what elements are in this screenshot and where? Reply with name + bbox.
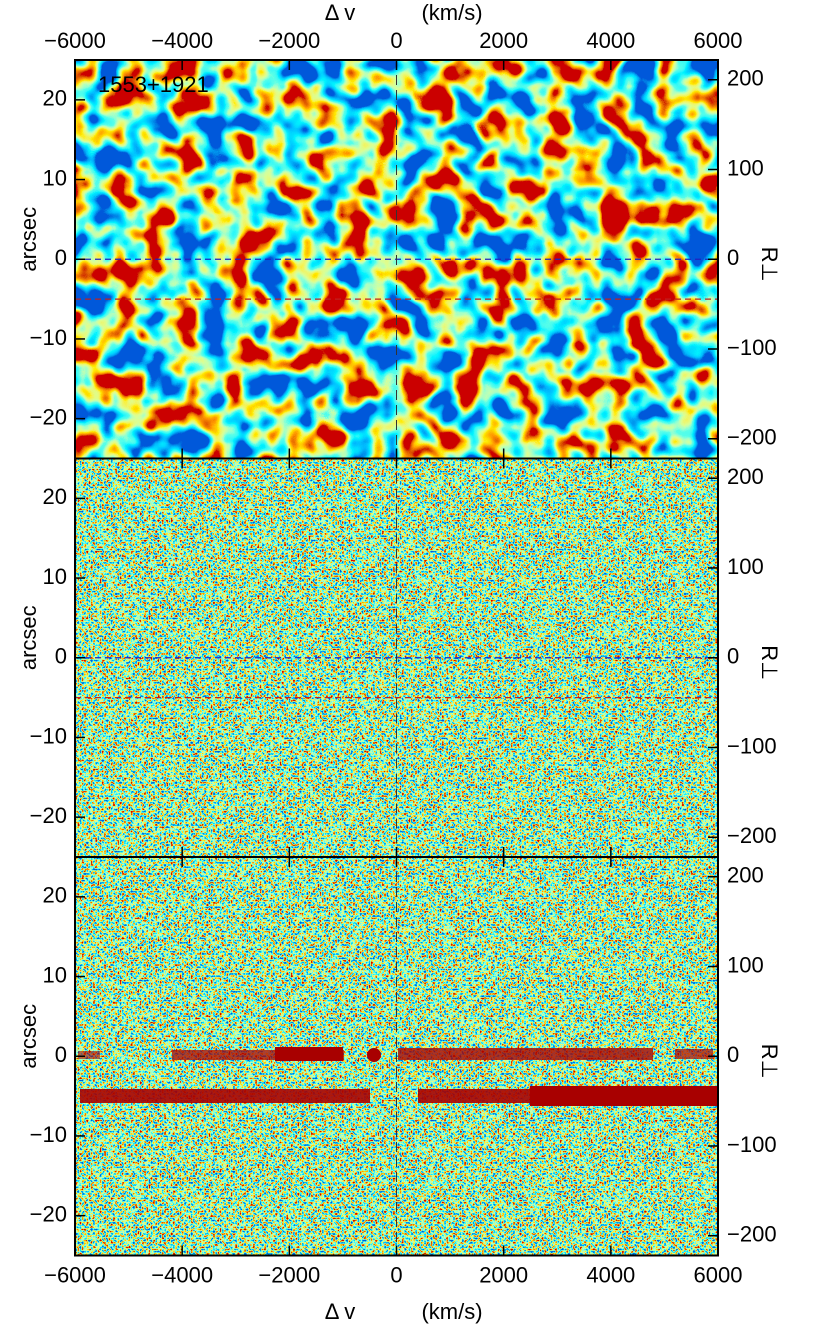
- y2-tick-label: −100: [727, 733, 777, 758]
- annotation: 1553+1921: [98, 72, 209, 97]
- x-tick-label: 2000: [479, 1262, 528, 1287]
- x-tick-label: 6000: [694, 28, 743, 53]
- band: [80, 1089, 370, 1103]
- y-tick-label: 20: [43, 484, 67, 509]
- y2-tick-label: 200: [727, 66, 764, 91]
- y-tick-label: 0: [55, 245, 67, 270]
- y2-tick-label: 100: [727, 952, 764, 977]
- y-tick-label: −10: [30, 325, 67, 350]
- y-tick-label: −20: [30, 1201, 67, 1226]
- y2-tick-label: 200: [727, 863, 764, 888]
- band: [367, 1048, 381, 1062]
- y2-tick-label: 200: [727, 464, 764, 489]
- y-tick-label: 0: [55, 1042, 67, 1067]
- y2-tick-label: 100: [727, 554, 764, 579]
- x-tick-label: 0: [390, 1262, 402, 1287]
- y2-tick-label: 0: [727, 644, 739, 669]
- band: [530, 1086, 718, 1106]
- x-tick-label: 4000: [586, 1262, 635, 1287]
- x-tick-label: 2000: [479, 28, 528, 53]
- x-axis-label: Δ v: [325, 0, 356, 25]
- y-tick-label: 20: [43, 86, 67, 111]
- y2-tick-label: 0: [727, 1042, 739, 1067]
- band: [172, 1050, 344, 1060]
- y-axis-label: arcsec: [16, 207, 41, 272]
- band: [398, 1048, 653, 1060]
- y2-axis-label: R⊥: [757, 247, 782, 282]
- y2-tick-label: −200: [727, 823, 777, 848]
- emission-bands: [78, 1047, 718, 1106]
- x-tick-label: −6000: [44, 28, 106, 53]
- x-tick-label: 6000: [694, 1262, 743, 1287]
- y-tick-label: 10: [43, 165, 67, 190]
- band: [275, 1047, 343, 1061]
- band: [78, 1051, 100, 1059]
- x-tick-label: 4000: [586, 28, 635, 53]
- x-tick-label: −4000: [151, 1262, 213, 1287]
- y2-axis-label: R⊥: [757, 1044, 782, 1079]
- y-tick-label: −20: [30, 404, 67, 429]
- y2-tick-label: −100: [727, 1132, 777, 1157]
- x-tick-label: −6000: [44, 1262, 106, 1287]
- y-tick-label: −10: [30, 723, 67, 748]
- y-tick-label: −10: [30, 1122, 67, 1147]
- y2-tick-label: 0: [727, 245, 739, 270]
- y-axis-label: arcsec: [16, 1004, 41, 1069]
- y-tick-label: 0: [55, 644, 67, 669]
- y-tick-label: 10: [43, 564, 67, 589]
- x-axis-label: Δ v: [325, 1299, 356, 1324]
- band: [675, 1049, 713, 1059]
- y2-tick-label: −200: [727, 425, 777, 450]
- y2-axis-label: R⊥: [757, 645, 782, 680]
- x-axis-unit: (km/s): [421, 0, 482, 25]
- x-axis-unit: (km/s): [421, 1299, 482, 1324]
- x-tick-label: −2000: [258, 28, 320, 53]
- x-tick-label: −2000: [258, 1262, 320, 1287]
- y2-tick-label: −200: [727, 1222, 777, 1247]
- y2-tick-label: −100: [727, 335, 777, 360]
- x-tick-label: −4000: [151, 28, 213, 53]
- y-axis-label: arcsec: [16, 605, 41, 670]
- y-tick-label: 20: [43, 883, 67, 908]
- y-tick-label: 10: [43, 962, 67, 987]
- axes: −6000 −4000 −2000 0 2000 4000 6000−20−1001020−…: [16, 0, 782, 1324]
- y-tick-label: −20: [30, 803, 67, 828]
- y2-tick-label: 100: [727, 155, 764, 180]
- x-tick-label: 0: [390, 28, 402, 53]
